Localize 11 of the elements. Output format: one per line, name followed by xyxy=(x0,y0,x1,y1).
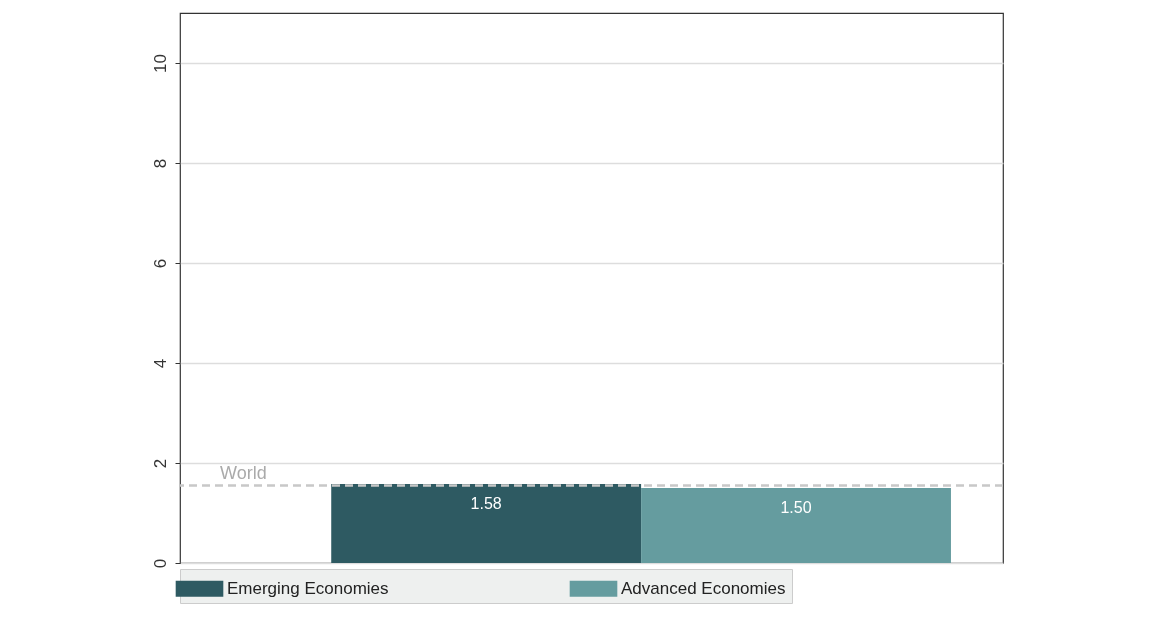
y-tick-label: 8 xyxy=(150,158,170,169)
y-tick-label: 6 xyxy=(150,258,170,269)
data-label: 1.50 xyxy=(780,499,812,516)
ref-line-label: World xyxy=(220,462,267,483)
legend-label: Emerging Economies xyxy=(227,578,389,598)
legend-label: Advanced Economies xyxy=(621,578,786,598)
y-tick-label: 0 xyxy=(150,558,170,569)
y-tick-label: 4 xyxy=(150,358,170,369)
y-tick-label: 2 xyxy=(150,458,170,469)
y-tick-label: 10 xyxy=(150,54,170,73)
data-label: 1.58 xyxy=(470,495,502,512)
